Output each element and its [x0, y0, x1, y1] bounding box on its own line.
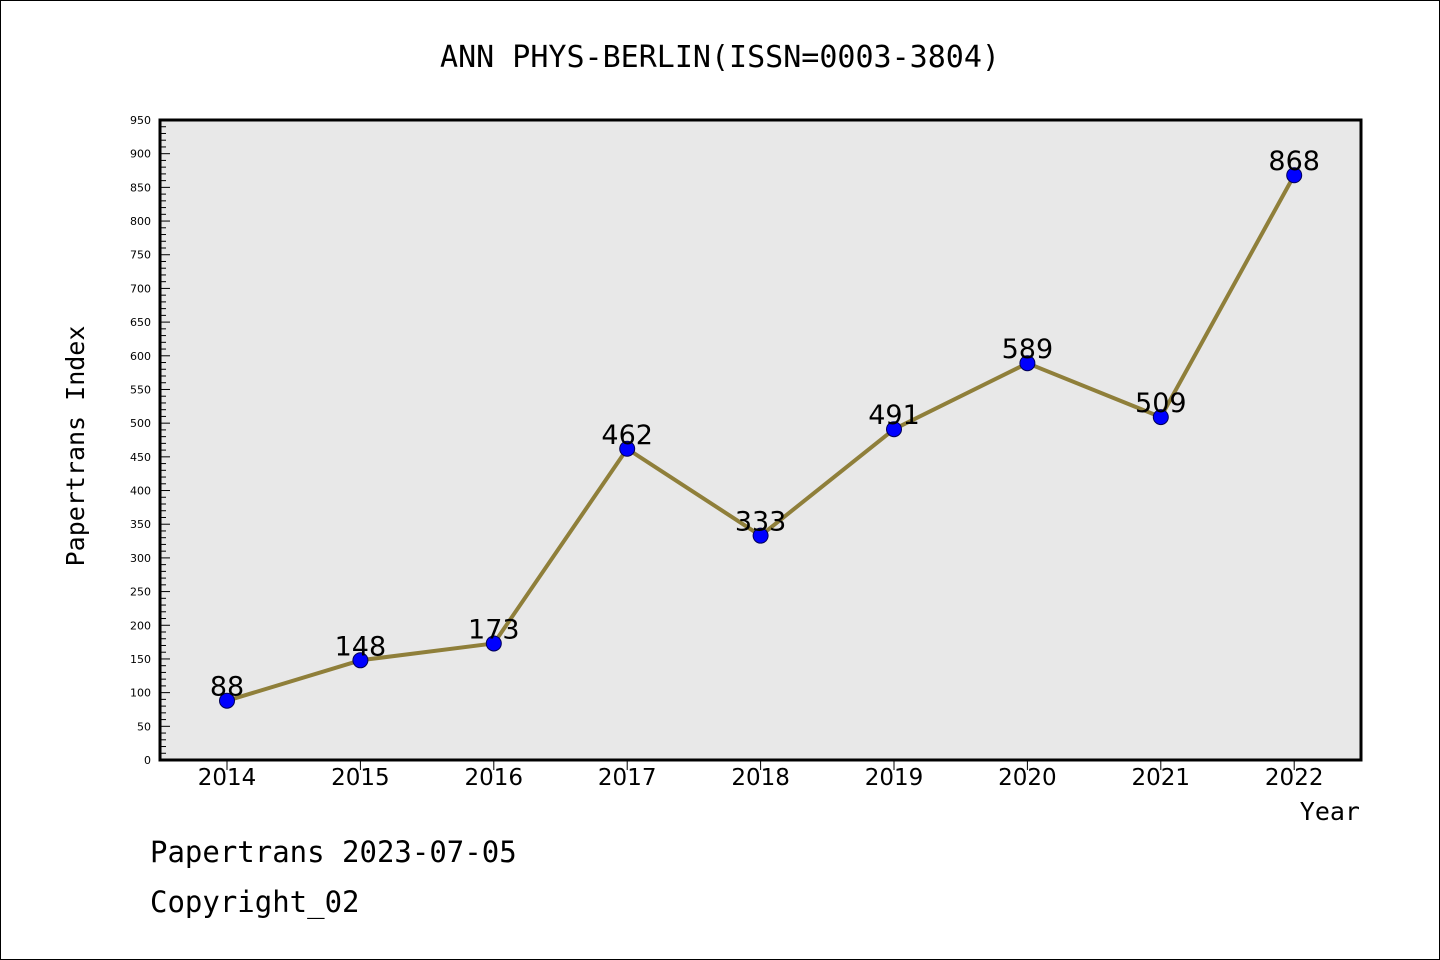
y-tick-label: 600 — [130, 350, 151, 363]
footer-date: Papertrans 2023-07-05 — [150, 835, 517, 869]
x-tick-label: 2016 — [465, 765, 524, 791]
x-tick-label: 2022 — [1265, 765, 1324, 791]
data-point — [1152, 409, 1169, 426]
y-axis: 0 50 100 150 200 250 300 350 400 450 500 550 600 650 7… — [130, 114, 170, 767]
x-tick-label: 2020 — [998, 765, 1057, 791]
y-tick-label: 350 — [130, 518, 151, 531]
y-tick-label: 950 — [130, 114, 151, 127]
series-line: 88 148 173 462 333 491 589 509 868 — [210, 146, 1320, 709]
data-label: 868 — [1268, 146, 1320, 177]
x-tick-label: 2019 — [865, 765, 924, 791]
data-label: 509 — [1135, 388, 1187, 419]
plot-area — [160, 120, 1361, 760]
data-label: 589 — [1002, 334, 1054, 365]
data-point — [485, 635, 502, 652]
y-tick-label: 550 — [130, 383, 151, 396]
y-axis-label: Papertrans Index — [61, 326, 90, 567]
y-tick-label: 200 — [130, 619, 151, 632]
data-point — [352, 652, 369, 669]
data-label: 333 — [735, 507, 787, 538]
y-tick-label: 300 — [130, 552, 151, 565]
data-point — [1019, 355, 1036, 372]
footer-copyright: Copyright_02 — [150, 885, 360, 919]
x-axis-label: Year — [1300, 797, 1360, 826]
y-tick-label: 750 — [130, 249, 151, 262]
x-tick-label: 2018 — [731, 765, 790, 791]
x-tick-label: 2021 — [1132, 765, 1191, 791]
chart-title: ANN PHYS-BERLIN(ISSN=0003-3804) — [440, 40, 1000, 75]
data-label: 173 — [468, 614, 520, 645]
y-tick-label: 100 — [130, 687, 151, 700]
data-point — [619, 440, 636, 457]
x-tick-label: 2017 — [598, 765, 657, 791]
x-axis: 2014 2015 2016 2017 2018 2019 2020 2021 2022 — [198, 760, 1324, 791]
data-point — [752, 527, 769, 544]
plot-border — [158, 118, 1363, 762]
y-tick-label: 400 — [130, 485, 151, 498]
data-point — [1286, 167, 1303, 184]
data-label: 462 — [601, 420, 653, 451]
y-tick-label: 0 — [144, 754, 151, 767]
y-tick-label: 150 — [130, 653, 151, 666]
y-tick-label: 450 — [130, 451, 151, 464]
y-tick-label: 650 — [130, 316, 151, 329]
data-label: 148 — [335, 631, 387, 662]
data-label: 88 — [210, 672, 244, 703]
data-point — [219, 692, 235, 709]
y-tick-label: 800 — [130, 215, 151, 228]
y-tick-label: 700 — [130, 282, 151, 295]
x-tick-label: 2014 — [198, 765, 257, 791]
y-tick-label: 850 — [130, 181, 151, 194]
y-tick-label: 50 — [137, 720, 151, 733]
data-point — [886, 421, 902, 438]
y-tick-label: 250 — [130, 586, 151, 599]
y-tick-label: 900 — [130, 148, 151, 161]
data-label: 491 — [868, 400, 920, 431]
y-tick-label: 500 — [130, 417, 151, 430]
x-tick-label: 2015 — [331, 765, 390, 791]
